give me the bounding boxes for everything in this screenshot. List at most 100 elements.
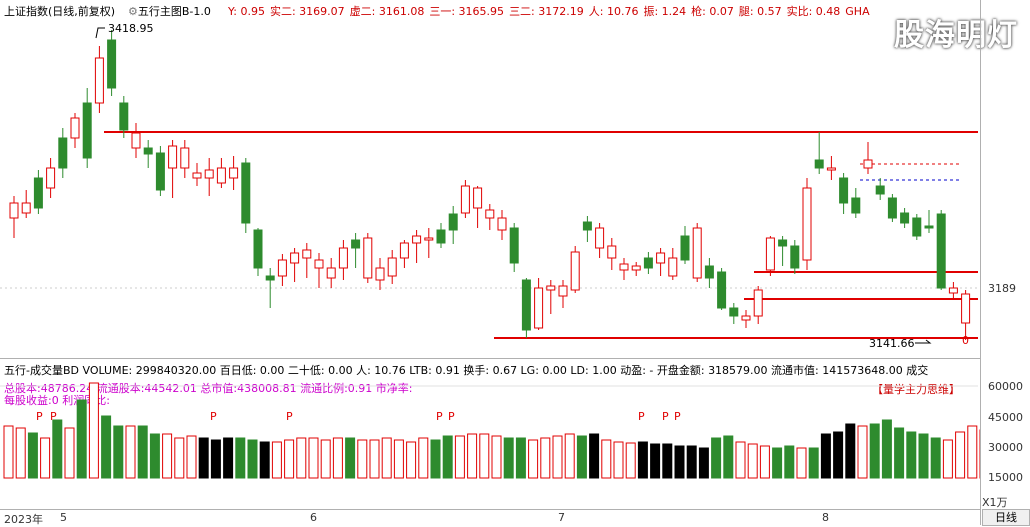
- volume-bar: [430, 439, 441, 479]
- param-item: 腿: 0.57: [738, 5, 782, 18]
- volume-bar: [552, 435, 563, 479]
- volume-bar: [967, 425, 978, 479]
- candle: [692, 227, 702, 279]
- candle: [180, 147, 190, 169]
- candle: [521, 279, 531, 331]
- volume-bar: [528, 439, 539, 479]
- candle: [912, 217, 922, 237]
- stock-title[interactable]: 上证指数(日线,前复权): [4, 5, 116, 18]
- volume-bar: [467, 433, 478, 479]
- volume-axis-15000: 15000: [988, 471, 1023, 484]
- indicator-name-label: 五行主图B-1.0: [137, 5, 211, 18]
- candle: [619, 263, 629, 271]
- candle: [9, 202, 19, 219]
- candle: [119, 102, 129, 131]
- watermark-logo: 股海明灯: [894, 18, 1018, 53]
- date-label-may: 5: [60, 511, 67, 524]
- candle: [143, 147, 153, 155]
- candle: [351, 239, 361, 249]
- candle: [961, 293, 971, 324]
- candle: [546, 285, 556, 291]
- volume-bar: [393, 439, 404, 479]
- volume-bar: [357, 439, 368, 479]
- p-marker: P: [36, 410, 43, 423]
- price-chart[interactable]: 3418.95 3141.66 0: [0, 18, 980, 358]
- high-pointer: [95, 27, 105, 39]
- param-item: 三二: 3172.19: [509, 5, 584, 18]
- candle: [924, 225, 934, 229]
- volume-bar: [698, 447, 709, 479]
- volume-bar: [3, 425, 14, 479]
- p-marker: P: [286, 410, 293, 423]
- volume-bar: [149, 433, 160, 479]
- volume-bar: [113, 425, 124, 479]
- candle: [802, 187, 812, 261]
- volume-bar: [381, 437, 392, 479]
- volume-bar: [845, 423, 856, 479]
- volume-bar: [223, 437, 234, 479]
- volume-header: 五行-成交量BD VOLUME: 299840320.00 百日低: 0.00 …: [4, 364, 929, 377]
- candle: [314, 259, 324, 269]
- volume-bar: [723, 435, 734, 479]
- volume-bar: [808, 447, 819, 479]
- chart-header: 上证指数(日线,前复权) ⚙五行主图B-1.0 Y: 0.95 实二: 3169.…: [0, 0, 1030, 20]
- gear-icon[interactable]: ⚙: [128, 5, 138, 18]
- candle: [570, 251, 580, 291]
- volume-bar: [503, 437, 514, 479]
- axis-separator: [980, 0, 981, 525]
- candle: [204, 169, 214, 179]
- volume-bar: [186, 435, 197, 479]
- volume-bar: [955, 431, 966, 479]
- date-label-year: 2023年: [4, 513, 43, 526]
- volume-bar: [247, 439, 258, 479]
- volume-bar: [576, 435, 587, 479]
- candle: [948, 287, 958, 294]
- volume-bar: [772, 447, 783, 479]
- candle: [839, 177, 849, 204]
- volume-bar: [869, 423, 880, 479]
- volume-bar: [174, 437, 185, 479]
- candle: [753, 289, 763, 317]
- candle: [155, 152, 165, 191]
- candle: [375, 267, 385, 281]
- volume-bar: [369, 439, 380, 479]
- candle: [656, 252, 666, 264]
- period-button[interactable]: 日线: [982, 509, 1030, 526]
- candle: [936, 213, 946, 289]
- volume-bar: [540, 437, 551, 479]
- candle: [643, 257, 653, 269]
- volume-stats: 总股本:48786.24 流通股本:44542.01 总市值:438008.81…: [4, 382, 413, 395]
- candle: [704, 265, 714, 279]
- candle: [94, 57, 104, 104]
- volume-bar: [491, 435, 502, 479]
- low-label: 3141.66: [869, 337, 915, 350]
- volume-bar: [235, 437, 246, 479]
- param-item: 实比: 0.48: [786, 5, 841, 18]
- p-marker: P: [210, 410, 217, 423]
- candle: [534, 287, 544, 329]
- candle: [229, 167, 239, 179]
- volume-bar: [88, 382, 99, 479]
- volume-bar: [442, 435, 453, 479]
- param-item: 虚二: 3161.08: [349, 5, 425, 18]
- candle: [363, 237, 373, 279]
- volume-bar: [320, 439, 331, 479]
- volume-bar: [820, 433, 831, 479]
- volume-bar: [881, 419, 892, 479]
- volume-bar: [418, 437, 429, 479]
- volume-bar: [833, 431, 844, 479]
- candle: [302, 249, 312, 259]
- candle: [290, 252, 300, 264]
- indicator-name[interactable]: ⚙五行主图B-1.0: [128, 3, 211, 19]
- candle: [485, 209, 495, 219]
- candle: [107, 39, 117, 89]
- param-item: 三一: 3165.95: [429, 5, 505, 18]
- candle: [607, 245, 617, 259]
- param-item: GHA: [845, 5, 870, 18]
- candle: [826, 167, 836, 171]
- volume-bar: [137, 425, 148, 479]
- candle: [265, 275, 275, 281]
- volume-axis-30000: 30000: [988, 441, 1023, 454]
- candle: [729, 307, 739, 317]
